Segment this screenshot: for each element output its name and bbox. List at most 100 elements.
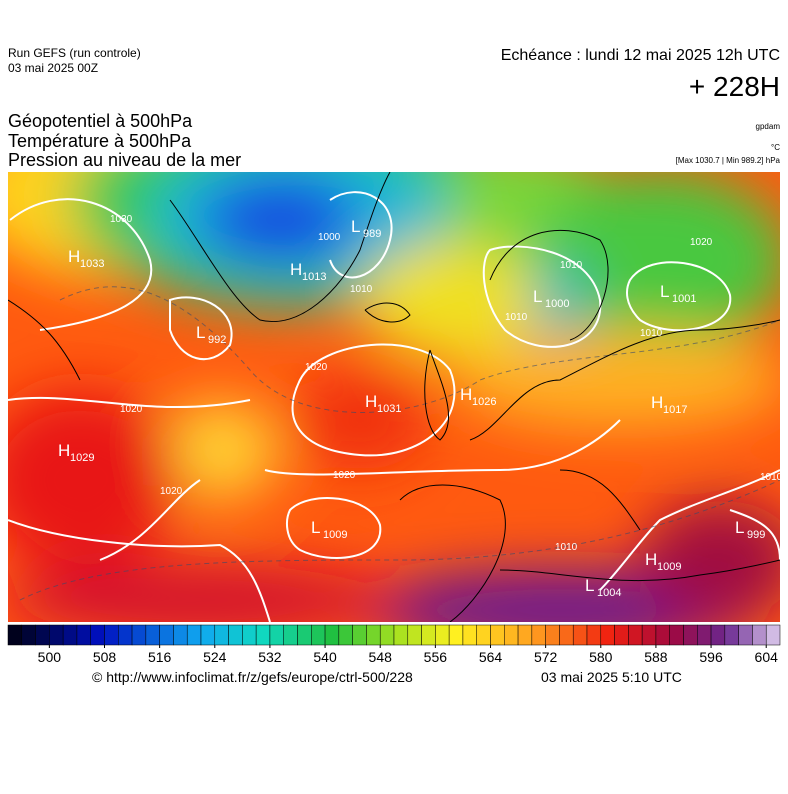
center-value: 999: [747, 529, 765, 541]
colorbar-swatch: [214, 624, 229, 646]
isobar-label: 1020: [120, 404, 143, 415]
colorbar-tick-label: 540: [313, 649, 337, 665]
colorbar-swatch: [352, 624, 367, 646]
colorbar-swatch: [393, 624, 409, 646]
isobar-label: 1030: [110, 214, 133, 225]
colorbar-swatch: [35, 624, 50, 646]
center-letter: L: [351, 217, 360, 236]
colorbar-swatch: [476, 624, 491, 646]
colorbar-swatch: [641, 624, 657, 646]
center-value: 1009: [323, 529, 347, 541]
colorbar-swatch: [90, 624, 105, 646]
center-letter: H: [290, 260, 302, 279]
colorbar-swatch: [490, 624, 505, 646]
colorbar-swatch: [628, 624, 643, 646]
colorbar-swatch: [379, 624, 395, 646]
colorbar-swatch: [697, 624, 712, 646]
colorbar-swatch: [269, 624, 284, 646]
center-letter: H: [460, 385, 472, 404]
temperature-field: [8, 172, 780, 622]
colorbar-swatch: [255, 624, 271, 646]
colorbar-tick-label: 524: [203, 649, 227, 665]
colorbar-swatch: [324, 624, 340, 646]
colorbar-swatch: [572, 624, 588, 646]
isobar-label: 1010: [760, 472, 783, 483]
center-letter: L: [196, 323, 205, 342]
center-value: 1026: [472, 396, 496, 408]
center-value: 1001: [672, 293, 696, 305]
center-value: 1031: [377, 403, 401, 415]
colorbar-swatch: [200, 624, 216, 646]
isobar-label: 1020: [160, 486, 183, 497]
colorbar-swatch: [765, 624, 781, 646]
colorbar-swatch: [283, 624, 298, 646]
colorbar-tick-label: 564: [479, 649, 503, 665]
colorbar-swatch: [531, 624, 546, 646]
center-letter: H: [645, 550, 657, 569]
colorbar-swatch: [21, 624, 36, 646]
isobar-label: 1010: [560, 260, 583, 271]
center-letter: L: [660, 282, 669, 301]
isobar-label: 1010: [350, 284, 373, 295]
colorbar-swatch: [7, 624, 23, 646]
colorbar-swatch: [228, 624, 243, 646]
generation-time: 03 mai 2025 5:10 UTC: [541, 669, 682, 685]
colorbar-swatch: [366, 624, 381, 646]
isobar-label: 1010: [640, 328, 663, 339]
lead-time: + 228H: [689, 71, 780, 102]
colorbar-swatch: [118, 624, 133, 646]
colorbar-swatch: [311, 624, 326, 646]
center-letter: H: [58, 441, 70, 460]
colorbar-swatch: [517, 624, 533, 646]
colorbar-swatch: [76, 624, 91, 646]
center-letter: H: [651, 393, 663, 412]
colorbar-swatch: [297, 624, 312, 646]
colorbar-tick-label: 572: [534, 649, 558, 665]
isobar-label: 1020: [305, 362, 328, 373]
unit: gpdam: [756, 122, 781, 131]
center-value: 1029: [70, 452, 94, 464]
colorbar-swatch: [710, 624, 726, 646]
center-value: 1033: [80, 258, 104, 270]
center-letter: L: [585, 576, 594, 595]
colorbar-tick-label: 516: [148, 649, 172, 665]
colorbar-swatch: [545, 624, 560, 646]
colorbar-tick-label: 556: [424, 649, 448, 665]
colorbar: 500 508 516 524 532 540 548 556 564 572 580 588 596 6…: [7, 624, 781, 665]
colorbar-tick-label: 500: [38, 649, 62, 665]
colorbar-swatch: [724, 624, 739, 646]
unit: [Max 1030.7 | Min 989.2] hPa: [676, 156, 781, 165]
colorbar-tick-label: 588: [644, 649, 668, 665]
unit: °C: [771, 143, 780, 152]
colorbar-swatch: [448, 624, 464, 646]
colorbar-swatch: [131, 624, 147, 646]
valid-time: Echéance : lundi 12 mai 2025 12h UTC: [501, 47, 780, 64]
colorbar-swatch: [62, 624, 78, 646]
run-name: Run GEFS (run controle): [8, 46, 141, 60]
colorbar-swatch: [669, 624, 684, 646]
colorbar-swatch: [407, 624, 422, 646]
isobar-label: 1020: [333, 470, 356, 481]
isobar-label: 1020: [690, 237, 713, 248]
center-value: 1017: [663, 404, 687, 416]
colorbar-tick-label: 596: [699, 649, 723, 665]
colorbar-swatch: [504, 624, 519, 646]
center-letter: H: [68, 247, 80, 266]
center-value: 1009: [657, 561, 681, 573]
colorbar-swatch: [435, 624, 450, 646]
colorbar-tick-label: 580: [589, 649, 613, 665]
colorbar-swatch: [559, 624, 574, 646]
center-letter: H: [365, 392, 377, 411]
title: Température à 500hPa: [8, 131, 192, 151]
colorbar-swatch: [614, 624, 629, 646]
colorbar-swatch: [462, 624, 477, 646]
center-value: 1000: [545, 298, 569, 310]
colorbar-swatch: [186, 624, 202, 646]
colorbar-swatch: [600, 624, 615, 646]
colorbar-swatch: [49, 624, 64, 646]
center-value: 992: [208, 334, 226, 346]
